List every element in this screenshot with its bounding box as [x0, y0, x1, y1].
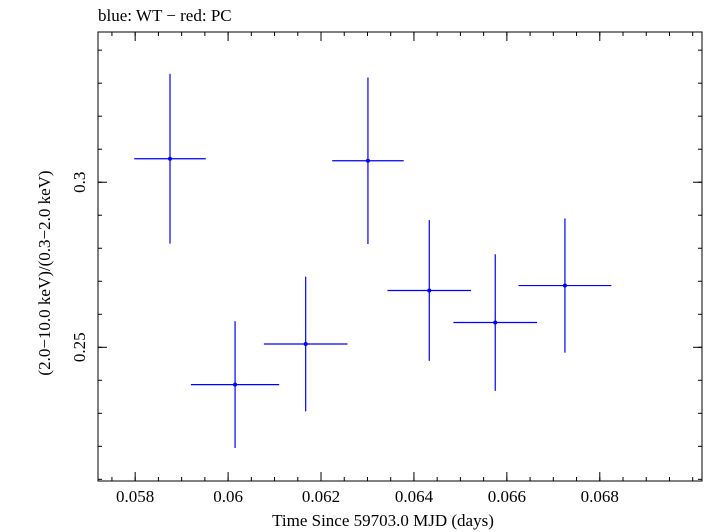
- x-tick-label: 0.06: [213, 487, 243, 506]
- data-marker: [233, 382, 238, 387]
- data-marker: [493, 320, 498, 325]
- data-point: [332, 77, 404, 244]
- data-marker: [365, 158, 370, 163]
- data-point: [387, 220, 472, 361]
- chart-title: blue: WT − red: PC: [98, 6, 232, 25]
- data-marker: [303, 341, 308, 346]
- data-marker: [427, 288, 432, 293]
- x-tick-label: 0.062: [302, 487, 340, 506]
- data-marker: [168, 156, 173, 161]
- data-point: [134, 73, 206, 244]
- data-point: [518, 218, 612, 353]
- x-tick-label: 0.068: [581, 487, 619, 506]
- data-point: [263, 276, 348, 412]
- axis-ticks: 0.058 0.06 0.062 0.064 0.066 0.068 0.25 0.3: [70, 32, 702, 506]
- x-tick-label: 0.064: [395, 487, 434, 506]
- x-tick-label: 0.058: [116, 487, 154, 506]
- y-tick-label: 0.25: [70, 332, 89, 362]
- x-tick-label: 0.066: [488, 487, 526, 506]
- data-point: [453, 254, 538, 391]
- plot-frame: [97, 31, 703, 482]
- y-tick-label: 0.3: [70, 172, 89, 193]
- data-marker: [562, 283, 567, 288]
- x-axis-label: Time Since 59703.0 MJD (days): [272, 511, 494, 530]
- data-series: [134, 73, 612, 448]
- data-point: [190, 321, 280, 448]
- y-axis-label: (2.0−10.0 keV)/(0.3−2.0 keV): [35, 170, 54, 375]
